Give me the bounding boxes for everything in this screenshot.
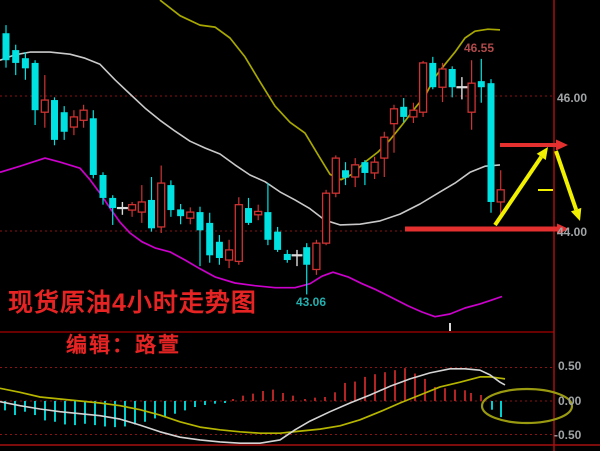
editor-credit: 编辑：路萱 [66,334,181,357]
chart-title: 现货原油4小时走势图 [8,289,257,317]
swing-low-label: 43.06 [296,295,327,309]
swing-high-label: 46.55 [464,41,495,55]
macd-axis-label-neg: -0.50 [554,428,582,442]
macd-axis-label-pos: 0.50 [558,359,582,373]
macd-axis-label-zero: 0.00 [558,394,582,408]
price-axis-label-44: 44.00 [557,225,588,239]
price-axis-label-46: 46.00 [557,91,588,105]
